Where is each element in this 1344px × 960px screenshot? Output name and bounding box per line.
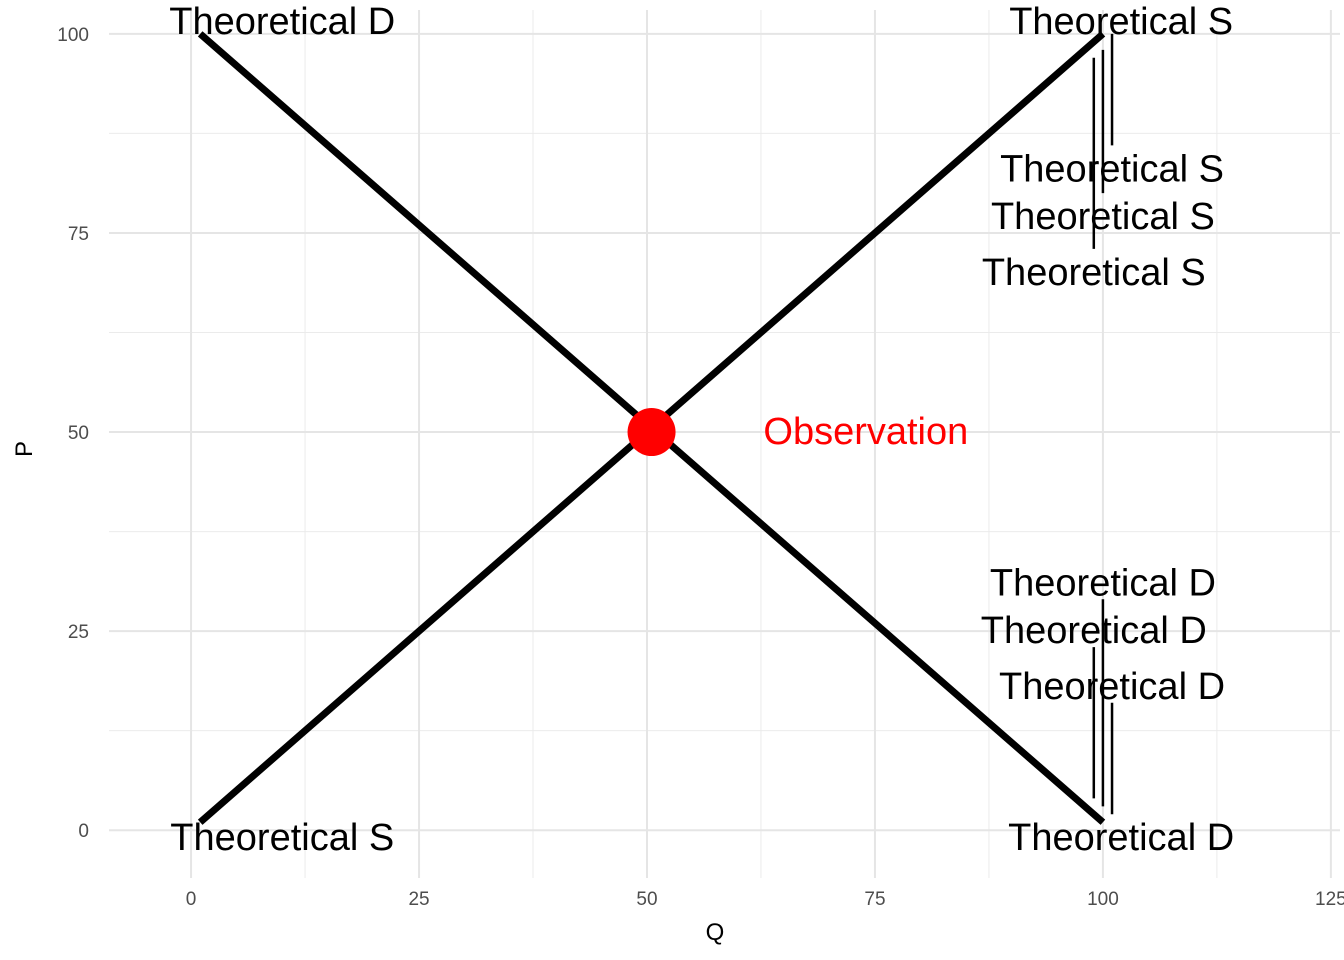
annotation-label: Theoretical D bbox=[981, 610, 1207, 652]
x-tick-label: 100 bbox=[1087, 889, 1119, 910]
y-tick-labels: 0 25 50 75 100 bbox=[57, 25, 89, 842]
annotation-label: Theoretical S bbox=[170, 817, 394, 859]
y-tick-label: 50 bbox=[68, 423, 89, 444]
annotation-label: Theoretical D bbox=[999, 666, 1225, 708]
x-tick-label: 75 bbox=[864, 889, 885, 910]
annotations: Theoretical D Theoretical S Theoretical S T… bbox=[169, 1, 1234, 859]
y-tick-label: 75 bbox=[68, 224, 89, 245]
annotation-label: Theoretical S bbox=[991, 196, 1215, 238]
grid-minor bbox=[109, 10, 1340, 878]
annotation-label: Theoretical S bbox=[982, 252, 1206, 294]
points bbox=[627, 408, 676, 457]
x-tick-label: 125 bbox=[1315, 889, 1344, 910]
annotation-label: Theoretical D bbox=[169, 1, 395, 43]
observation-point bbox=[627, 408, 676, 457]
annotation-label: Theoretical S bbox=[1009, 1, 1233, 43]
y-tick-label: 25 bbox=[68, 622, 89, 643]
y-tick-label: 100 bbox=[57, 25, 89, 46]
x-tick-label: 25 bbox=[408, 889, 429, 910]
annotation-label: Theoretical S bbox=[1000, 148, 1224, 190]
y-axis-title: P bbox=[11, 441, 38, 457]
grid-major bbox=[109, 10, 1340, 878]
x-tick-label: 50 bbox=[636, 889, 657, 910]
annotation-label: Observation bbox=[763, 411, 968, 453]
x-tick-label: 0 bbox=[186, 889, 197, 910]
annotation-label: Theoretical D bbox=[990, 562, 1216, 604]
annotation-label: Theoretical D bbox=[1008, 817, 1234, 859]
x-axis-title: Q bbox=[706, 919, 725, 946]
y-tick-label: 0 bbox=[78, 821, 89, 842]
label-segments bbox=[1092, 33, 1114, 815]
x-tick-labels: 0 25 50 75 100 125 bbox=[186, 889, 1344, 910]
